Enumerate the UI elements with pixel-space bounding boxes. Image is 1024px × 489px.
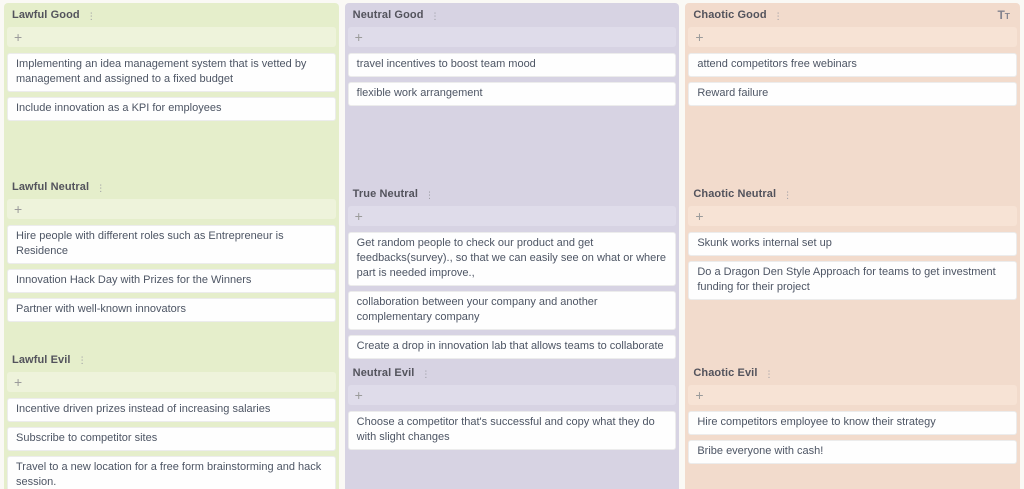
add-card-button[interactable]: + <box>7 371 336 392</box>
section-header: Chaotic Neutral ⋮ <box>685 182 1020 205</box>
plus-icon: + <box>695 208 704 224</box>
card[interactable]: Do a Dragon Den Style Approach for teams… <box>688 261 1017 300</box>
card[interactable]: Bribe everyone with cash! <box>688 440 1017 464</box>
card[interactable]: Travel to a new location for a free form… <box>7 455 336 489</box>
text-format-icon[interactable]: TT <box>997 9 1010 22</box>
card[interactable]: flexible work arrangement <box>347 82 677 106</box>
section-title: Lawful Good <box>12 9 80 21</box>
plus-icon: + <box>695 387 704 403</box>
section-title: Chaotic Neutral <box>693 188 777 200</box>
card-list: Skunk works internal set up Do a Dragon D… <box>685 232 1020 300</box>
card[interactable]: Reward failure <box>688 82 1017 106</box>
card[interactable]: Innovation Hack Day with Prizes for the … <box>7 269 336 294</box>
section-header: Neutral Evil ⋮ <box>345 361 680 384</box>
card-list: Get random people to check our product a… <box>345 232 680 359</box>
card-list: Incentive driven prizes instead of incre… <box>4 397 339 489</box>
card[interactable]: collaboration between your company and a… <box>347 291 677 330</box>
section-title: Chaotic Good <box>693 9 767 21</box>
column-salmon: Chaotic Good ⋮ TT + attend competitors free … <box>685 3 1020 489</box>
card[interactable]: Hire people with different roles such as… <box>7 225 336 265</box>
add-card-button[interactable]: + <box>347 206 677 226</box>
section-menu-icon[interactable]: ⋮ <box>783 189 793 200</box>
card-list: Implementing an idea management system t… <box>4 53 339 121</box>
section-header: Lawful Evil ⋮ <box>4 348 339 371</box>
add-card-button[interactable]: + <box>7 199 336 220</box>
column-green: Lawful Good ⋮ + Implementing an idea manage… <box>4 3 339 489</box>
card[interactable]: attend competitors free webinars <box>688 53 1017 77</box>
card-list: Hire people with different roles such as… <box>4 225 339 323</box>
plus-icon: + <box>354 208 363 224</box>
section-title: True Neutral <box>352 188 419 200</box>
card[interactable]: travel incentives to boost team mood <box>347 53 677 77</box>
section-header: Neutral Good ⋮ <box>345 3 680 26</box>
section-chaotic-good: Chaotic Good ⋮ TT + attend competitors free … <box>685 3 1020 182</box>
add-card-button[interactable]: + <box>688 385 1017 405</box>
section-lawful-evil: Lawful Evil ⋮ + Incentive driven prizes ins… <box>4 348 339 489</box>
section-header: Lawful Good ⋮ <box>4 3 339 26</box>
section-header: Chaotic Good ⋮ TT <box>685 3 1020 26</box>
card[interactable]: Get random people to check our product a… <box>347 232 677 286</box>
card[interactable]: Include innovation as a KPI for employee… <box>7 97 336 121</box>
section-chaotic-neutral: Chaotic Neutral ⋮ + Skunk works internal se… <box>685 182 1020 361</box>
section-title: Neutral Evil <box>352 367 415 379</box>
text-format-icon-large-t: T <box>997 8 1005 22</box>
add-card-button[interactable]: + <box>7 27 336 47</box>
section-header: Chaotic Evil ⋮ <box>685 361 1020 384</box>
plus-icon: + <box>354 387 363 403</box>
plus-icon: + <box>14 201 23 218</box>
section-menu-icon[interactable]: ⋮ <box>77 355 87 366</box>
card[interactable]: Partner with well-known innovators <box>7 298 336 323</box>
section-menu-icon[interactable]: ⋮ <box>773 10 783 21</box>
section-lawful-good: Lawful Good ⋮ + Implementing an idea manage… <box>4 3 339 175</box>
plus-icon: + <box>695 29 704 45</box>
card-list: attend competitors free webinars Reward f… <box>685 53 1020 106</box>
card[interactable]: Skunk works internal set up <box>688 232 1017 256</box>
card[interactable]: Choose a competitor that's successful an… <box>347 411 677 450</box>
section-menu-icon[interactable]: ⋮ <box>430 10 440 21</box>
column-purple: Neutral Good ⋮ + travel incentives to boost… <box>344 3 680 489</box>
section-header: Lawful Neutral ⋮ <box>4 175 339 198</box>
card-list: Choose a competitor that's successful an… <box>345 411 680 450</box>
section-title: Chaotic Evil <box>693 367 758 379</box>
section-neutral-evil: Neutral Evil ⋮ + Choose a competitor that's… <box>345 361 680 489</box>
plus-icon: + <box>354 29 363 45</box>
plus-icon: + <box>14 373 23 390</box>
section-title: Neutral Good <box>352 9 424 21</box>
add-card-button[interactable]: + <box>347 385 677 405</box>
card-list: travel incentives to boost team mood flex… <box>345 53 680 106</box>
section-menu-icon[interactable]: ⋮ <box>86 10 96 21</box>
section-header: True Neutral ⋮ <box>345 182 680 205</box>
add-card-button[interactable]: + <box>688 27 1017 47</box>
section-menu-icon[interactable]: ⋮ <box>764 368 774 379</box>
section-title: Lawful Neutral <box>12 181 90 194</box>
plus-icon: + <box>14 29 23 45</box>
section-neutral-good: Neutral Good ⋮ + travel incentives to boost… <box>345 3 680 182</box>
card[interactable]: Incentive driven prizes instead of incre… <box>7 397 336 422</box>
section-chaotic-evil: Chaotic Evil ⋮ + Hire competitors employee … <box>685 361 1020 489</box>
card[interactable]: Subscribe to competitor sites <box>7 426 336 451</box>
section-menu-icon[interactable]: ⋮ <box>96 182 106 193</box>
card-list: Hire competitors employee to know their … <box>685 411 1020 464</box>
card[interactable]: Implementing an idea management system t… <box>7 53 336 92</box>
card[interactable]: Create a drop in innovation lab that all… <box>347 335 677 359</box>
text-format-icon-small-t: T <box>1004 11 1010 21</box>
section-lawful-neutral: Lawful Neutral ⋮ + Hire people with differe… <box>4 175 339 347</box>
card[interactable]: Hire competitors employee to know their … <box>688 411 1017 435</box>
section-true-neutral: True Neutral ⋮ + Get random people to check… <box>345 182 680 361</box>
section-menu-icon[interactable]: ⋮ <box>421 368 431 379</box>
section-menu-icon[interactable]: ⋮ <box>425 189 435 200</box>
add-card-button[interactable]: + <box>347 27 677 47</box>
section-title: Lawful Evil <box>12 353 71 366</box>
add-card-button[interactable]: + <box>688 206 1017 226</box>
